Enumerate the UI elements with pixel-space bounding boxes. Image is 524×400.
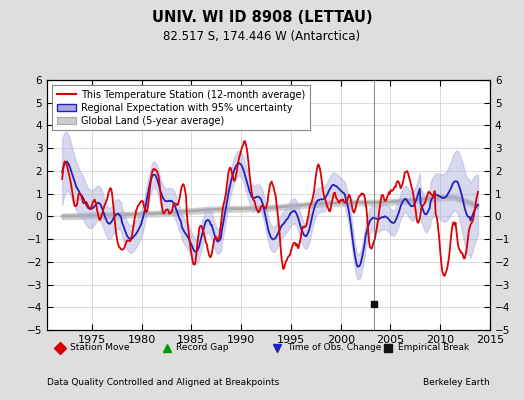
Text: Data Quality Controlled and Aligned at Breakpoints: Data Quality Controlled and Aligned at B… <box>47 378 279 387</box>
Text: UNIV. WI ID 8908 (LETTAU): UNIV. WI ID 8908 (LETTAU) <box>151 10 373 25</box>
Text: Empirical Break: Empirical Break <box>398 344 469 352</box>
Text: Record Gap: Record Gap <box>177 344 229 352</box>
Text: Station Move: Station Move <box>70 344 129 352</box>
Legend: This Temperature Station (12-month average), Regional Expectation with 95% uncer: This Temperature Station (12-month avera… <box>52 85 310 130</box>
Text: Time of Obs. Change: Time of Obs. Change <box>287 344 381 352</box>
Text: 82.517 S, 174.446 W (Antarctica): 82.517 S, 174.446 W (Antarctica) <box>163 30 361 43</box>
Text: Berkeley Earth: Berkeley Earth <box>423 378 490 387</box>
